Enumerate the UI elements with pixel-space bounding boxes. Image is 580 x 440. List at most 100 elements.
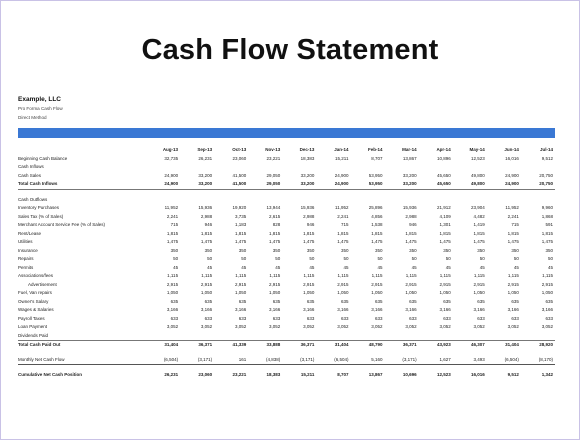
cell-value: 11,952	[335, 205, 349, 210]
cell-value: 635	[375, 298, 383, 304]
cell-value: 1,050	[439, 290, 451, 295]
cell-value: 41,339	[232, 342, 247, 347]
cell-value: 3,166	[405, 307, 417, 312]
cell-value: 33,200	[198, 172, 213, 178]
cell-value: 33,888	[266, 342, 281, 347]
cell-value: 2,915	[371, 281, 383, 287]
cell-value: 3,166	[507, 307, 519, 312]
table-row: Wages & Salaries 3,166 3,166 3,166 3,166 3,16…	[18, 306, 555, 315]
month-header: Nov-13	[265, 147, 281, 152]
cell-value: 350	[340, 247, 349, 253]
cell-value: 3,052	[200, 324, 213, 329]
cell-value: 1,538	[371, 222, 383, 227]
cell-value: 21,912	[436, 205, 451, 210]
cell-value: 11,952	[164, 205, 179, 210]
cell-value: 16,016	[471, 372, 485, 377]
cell-value	[282, 196, 316, 205]
cell-value: 4,856	[371, 213, 383, 219]
row-label: Cash Outflows	[18, 196, 48, 202]
cell-value: 29,050	[248, 180, 283, 190]
cell-value: 1,815	[371, 230, 383, 236]
month-header: Aug-13	[162, 147, 179, 152]
cell-value: 33,200	[300, 172, 315, 178]
cell-value: 23,221	[232, 372, 247, 377]
cell-value: 1,050	[507, 290, 519, 295]
cell-value: 3,052	[405, 324, 417, 329]
row-label: Payroll Taxes	[18, 315, 45, 321]
cell-value	[418, 331, 453, 341]
cell-value: 1,815	[541, 230, 553, 236]
cell-value: 1,050	[473, 290, 485, 295]
cell-value: 16,016	[505, 155, 519, 161]
cell-value: 8,707	[337, 372, 349, 377]
cell-value: 45	[275, 264, 281, 270]
cell-value: 31,404	[334, 342, 349, 347]
cell-value: 33,200	[282, 180, 317, 190]
cell-value: 1,050	[200, 290, 213, 295]
cell-value: 45,650	[436, 172, 451, 178]
cell-value: 715	[511, 222, 519, 227]
cell-value: 635	[545, 298, 553, 304]
cell-value	[419, 196, 453, 205]
cell-value: 45,650	[418, 180, 453, 190]
cell-value: 26,231	[198, 155, 213, 161]
row-label: Cumulative Net Cash Position	[18, 372, 83, 377]
cell-value: 33,200	[384, 180, 419, 190]
cell-value: 24,900	[486, 180, 521, 190]
cell-value: 3,052	[473, 324, 485, 329]
cell-value: 5,160	[350, 355, 385, 365]
table-row: Inventory Purchases 11,952 15,936 19,920 13,…	[18, 204, 555, 213]
cell-value: 1,475	[166, 239, 179, 244]
cell-value: 3,052	[166, 324, 179, 329]
cell-value: 45	[547, 264, 553, 270]
cell-value: 1,050	[405, 290, 417, 295]
cell-value: 2,241	[337, 213, 349, 219]
cell-value	[520, 331, 555, 341]
cell-value: 53,950	[368, 172, 383, 178]
table-row: Total Cash Inflows 24,900 33,200 41,500 29,0…	[18, 180, 555, 190]
cell-value	[214, 331, 249, 341]
cell-value: 633	[511, 315, 519, 321]
cell-value: 1,475	[371, 239, 383, 244]
row-label: Permits	[18, 264, 34, 270]
cell-value: 13,944	[266, 205, 281, 210]
cell-value	[146, 331, 181, 341]
table-row: Beginning Cash Balance 32,735 26,231 23,060…	[18, 155, 555, 164]
cell-value: 635	[306, 298, 315, 304]
cell-value: 24,900	[146, 180, 181, 190]
cell-value	[452, 331, 487, 341]
cell-value: 36,371	[198, 342, 213, 347]
cell-value: 1,627	[418, 355, 453, 365]
cell-value: 24,900	[334, 172, 349, 178]
cell-value: 946	[306, 222, 315, 227]
cell-value: 18,383	[300, 155, 315, 161]
cell-value	[282, 331, 317, 341]
row-label: Rent/Lease	[18, 230, 42, 236]
cell-value: 1,815	[337, 230, 349, 236]
month-header: May-14	[469, 147, 485, 152]
cell-value: 3,735	[234, 213, 247, 219]
cell-value	[453, 196, 487, 205]
cell-value: 1,050	[541, 290, 553, 295]
cell-value: 3,052	[371, 324, 383, 329]
cell-value: 946	[204, 222, 213, 227]
cell-value: 3,166	[371, 307, 383, 312]
row-label: Owner's Salary	[18, 298, 49, 304]
cell-value	[316, 196, 350, 205]
cell-value: 50	[173, 256, 179, 261]
cell-value	[248, 331, 283, 341]
cell-value: 1,868	[541, 213, 553, 219]
cell-value: 350	[409, 247, 417, 253]
cell-value: 50	[207, 256, 213, 261]
cell-value: 1,115	[405, 273, 417, 278]
cell-value: 1,115	[201, 273, 213, 278]
cell-value: 1,815	[303, 230, 315, 236]
cell-value: 1,475	[303, 239, 315, 244]
label-header	[18, 146, 146, 155]
cell-value: 9,512	[507, 372, 519, 377]
cell-value: 2,988	[303, 213, 315, 219]
cell-value: 1,342	[541, 372, 553, 377]
cell-value: 633	[272, 315, 281, 321]
cell-value: 1,183	[234, 222, 247, 227]
cell-value	[180, 196, 214, 205]
